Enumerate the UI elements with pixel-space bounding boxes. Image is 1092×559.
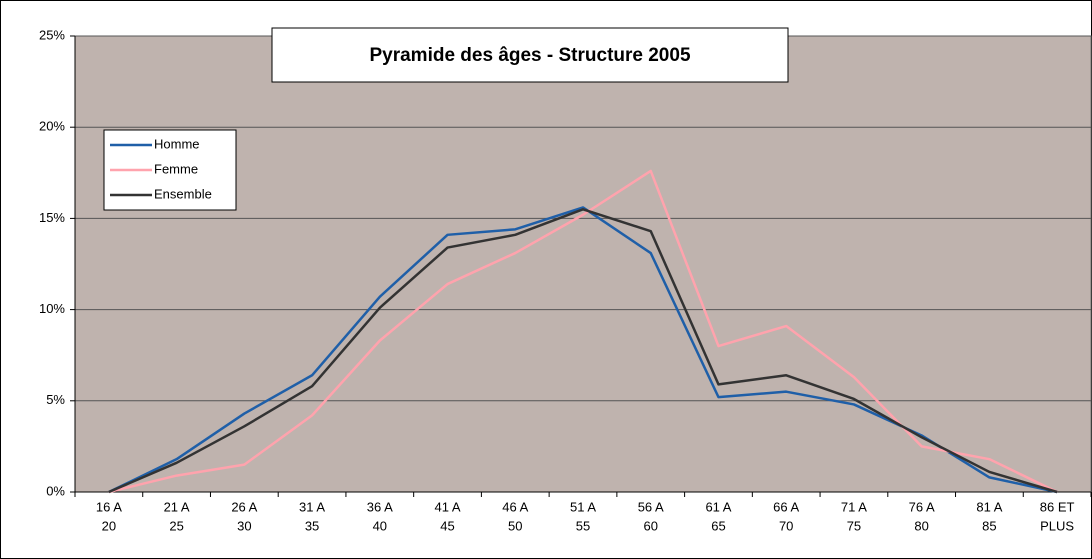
chart-title: Pyramide des âges - Structure 2005 [369, 45, 690, 66]
y-tick-label: 15% [39, 210, 65, 225]
x-tick-label: 75 [847, 518, 861, 533]
x-tick-label: 56 A [638, 499, 664, 514]
x-tick-label: 71 A [841, 499, 867, 514]
x-tick-label: 31 A [299, 499, 325, 514]
x-tick-label: 36 A [367, 499, 393, 514]
x-tick-label: 40 [373, 518, 387, 533]
legend-label: Femme [154, 161, 198, 176]
legend-label: Homme [154, 136, 200, 151]
x-tick-label: 16 A [96, 499, 122, 514]
x-tick-label: 86 ET [1040, 499, 1075, 514]
title-box [271, 27, 789, 83]
x-tick-label: 20 [102, 518, 116, 533]
y-tick-label: 20% [39, 119, 65, 134]
x-tick-label: 45 [440, 518, 454, 533]
x-tick-label: 35 [305, 518, 319, 533]
x-tick-label: 80 [914, 518, 928, 533]
x-tick-label: 26 A [231, 499, 257, 514]
x-tick-label: 81 A [976, 499, 1002, 514]
x-tick-label: 46 A [502, 499, 528, 514]
x-tick-label: 21 A [164, 499, 190, 514]
y-tick-label: 0% [46, 483, 65, 498]
y-tick-label: 10% [39, 301, 65, 316]
x-tick-label: 50 [508, 518, 522, 533]
x-tick-label: 51 A [570, 499, 596, 514]
series-line [108, 208, 1058, 494]
x-tick-label: 70 [779, 518, 793, 533]
x-tick-label: 85 [982, 518, 996, 533]
x-tick-label: 65 [711, 518, 725, 533]
x-tick-label: 25 [169, 518, 183, 533]
plot-area [74, 35, 1092, 493]
y-tick-label: 5% [46, 392, 65, 407]
x-tick-label: 76 A [909, 499, 935, 514]
x-tick-label: 60 [643, 518, 657, 533]
y-tick-label: 25% [39, 27, 65, 42]
x-tick-label: 55 [576, 518, 590, 533]
x-tick-label: 41 A [435, 499, 461, 514]
x-tick-label: 66 A [773, 499, 799, 514]
x-tick-label: 30 [237, 518, 251, 533]
x-tick-label: 61 A [705, 499, 731, 514]
legend-label: Ensemble [154, 186, 212, 201]
x-tick-label: PLUS [1040, 518, 1074, 533]
